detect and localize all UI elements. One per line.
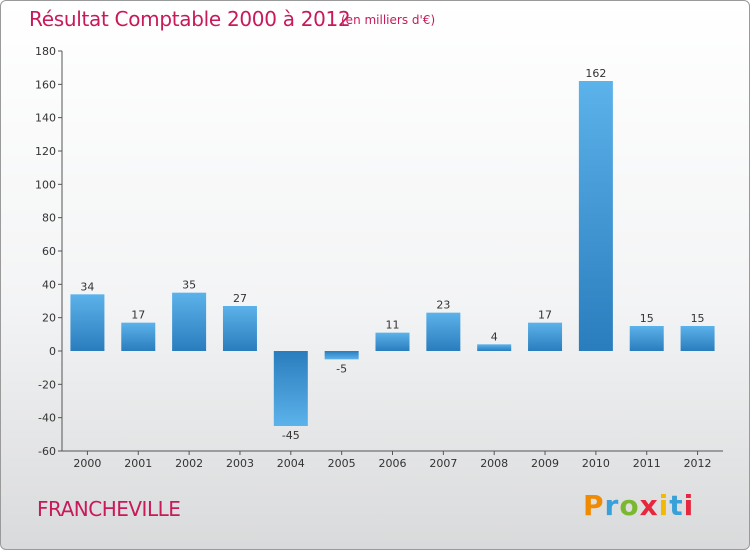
x-tick-label: 2000 bbox=[73, 457, 101, 470]
x-tick-label: 2006 bbox=[379, 457, 407, 470]
value-label-2011: 15 bbox=[640, 312, 654, 325]
bar-2011 bbox=[629, 326, 664, 351]
x-tick-label: 2007 bbox=[429, 457, 457, 470]
bar-2009 bbox=[528, 322, 563, 351]
bar-2010 bbox=[578, 81, 613, 351]
y-tick-label: 0 bbox=[49, 345, 56, 358]
bar-2005 bbox=[324, 351, 359, 360]
y-tick-label: 20 bbox=[42, 312, 56, 325]
value-label-2012: 15 bbox=[691, 312, 705, 325]
x-tick-label: 2009 bbox=[531, 457, 559, 470]
y-tick-label: 60 bbox=[42, 245, 56, 258]
chart-title: Résultat Comptable 2000 à 2012 bbox=[29, 7, 351, 31]
x-tick-label: 2001 bbox=[124, 457, 152, 470]
chart-subtitle: (en milliers d'€) bbox=[341, 13, 436, 27]
proxiti-logo[interactable]: Proxiti bbox=[583, 489, 694, 522]
logo-letter: r bbox=[604, 489, 620, 522]
x-tick-label: 2005 bbox=[328, 457, 356, 470]
value-label-2000: 34 bbox=[80, 280, 94, 293]
x-tick-label: 2008 bbox=[480, 457, 508, 470]
bar-2012 bbox=[680, 326, 715, 351]
logo-letter: i bbox=[658, 489, 670, 522]
bar-2002 bbox=[172, 292, 207, 351]
bar-2001 bbox=[121, 322, 156, 351]
y-tick-label: 160 bbox=[35, 78, 56, 91]
y-tick-label: 100 bbox=[35, 178, 56, 191]
value-label-2007: 23 bbox=[436, 299, 450, 312]
y-tick-label: -60 bbox=[38, 445, 56, 458]
value-label-2004: -45 bbox=[282, 429, 300, 442]
y-tick-label: -20 bbox=[38, 378, 56, 391]
place-name: FRANCHEVILLE bbox=[37, 497, 181, 521]
bar-2007 bbox=[426, 312, 461, 351]
y-tick-label: 40 bbox=[42, 278, 56, 291]
value-label-2003: 27 bbox=[233, 292, 247, 305]
logo-letter: o bbox=[619, 489, 640, 522]
x-tick-label: 2003 bbox=[226, 457, 254, 470]
value-label-2006: 11 bbox=[386, 319, 400, 332]
value-label-2009: 17 bbox=[538, 309, 552, 322]
x-tick-label: 2002 bbox=[175, 457, 203, 470]
y-tick-label: -40 bbox=[38, 412, 56, 425]
logo-letter: P bbox=[583, 489, 605, 522]
bar-2003 bbox=[222, 306, 257, 351]
value-label-2010: 162 bbox=[585, 67, 606, 80]
x-tick-label: 2010 bbox=[582, 457, 610, 470]
y-tick-label: 180 bbox=[35, 45, 56, 58]
bar-2006 bbox=[375, 332, 410, 351]
x-tick-label: 2004 bbox=[277, 457, 305, 470]
x-tick-label: 2011 bbox=[633, 457, 661, 470]
logo-letter: t bbox=[669, 489, 684, 522]
logo-letter: i bbox=[683, 489, 695, 522]
y-tick-label: 140 bbox=[35, 112, 56, 125]
value-label-2005: -5 bbox=[336, 362, 347, 375]
logo-letter: x bbox=[639, 489, 659, 522]
y-tick-label: 120 bbox=[35, 145, 56, 158]
y-tick-label: 80 bbox=[42, 212, 56, 225]
bar-2000 bbox=[70, 294, 105, 351]
value-label-2008: 4 bbox=[491, 330, 498, 343]
value-label-2001: 17 bbox=[131, 309, 145, 322]
bar-2004 bbox=[273, 351, 308, 426]
bar-2008 bbox=[477, 344, 512, 351]
value-label-2002: 35 bbox=[182, 279, 196, 292]
x-tick-label: 2012 bbox=[684, 457, 712, 470]
